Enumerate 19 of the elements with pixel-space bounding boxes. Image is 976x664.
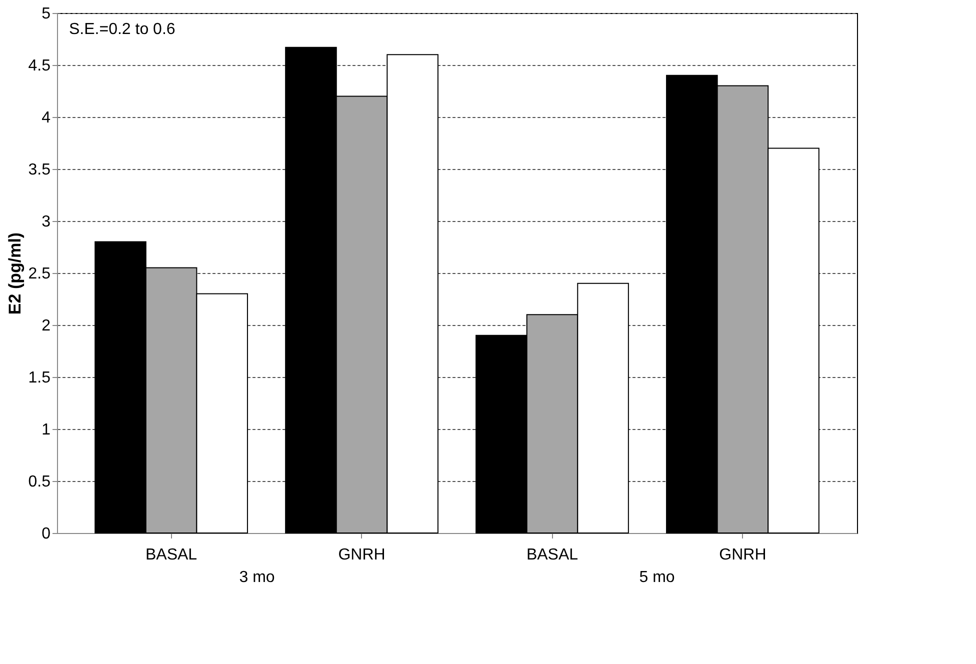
y-axis-title: E2 (pg/ml) [5, 232, 24, 315]
text: 5 mo [639, 569, 675, 586]
y-tick-label: 1 [42, 422, 51, 438]
x-tick-label: GNRH [338, 546, 386, 564]
y-tick-label: 4.5 [28, 58, 51, 74]
x-tick-label: BASAL [526, 546, 578, 564]
y-tick-label: 2.5 [28, 266, 51, 282]
text: 3 mo [239, 569, 275, 586]
y-tick-label: 0 [42, 526, 51, 542]
x-tick-label: GNRH [719, 546, 766, 564]
y-tick-label: 2 [42, 318, 51, 334]
y-tick-label: 3 [42, 214, 51, 230]
annotation: S.E.=0.2 to 0.6 [69, 21, 176, 38]
x-tick-label: BASAL [145, 546, 198, 564]
y-tick-label: 3.5 [28, 162, 51, 178]
y-tick-label: 0.5 [28, 474, 51, 490]
y-tick-label: 4 [42, 110, 51, 126]
y-tick-label: 1.5 [28, 370, 51, 386]
y-tick-label: 5 [42, 6, 51, 22]
